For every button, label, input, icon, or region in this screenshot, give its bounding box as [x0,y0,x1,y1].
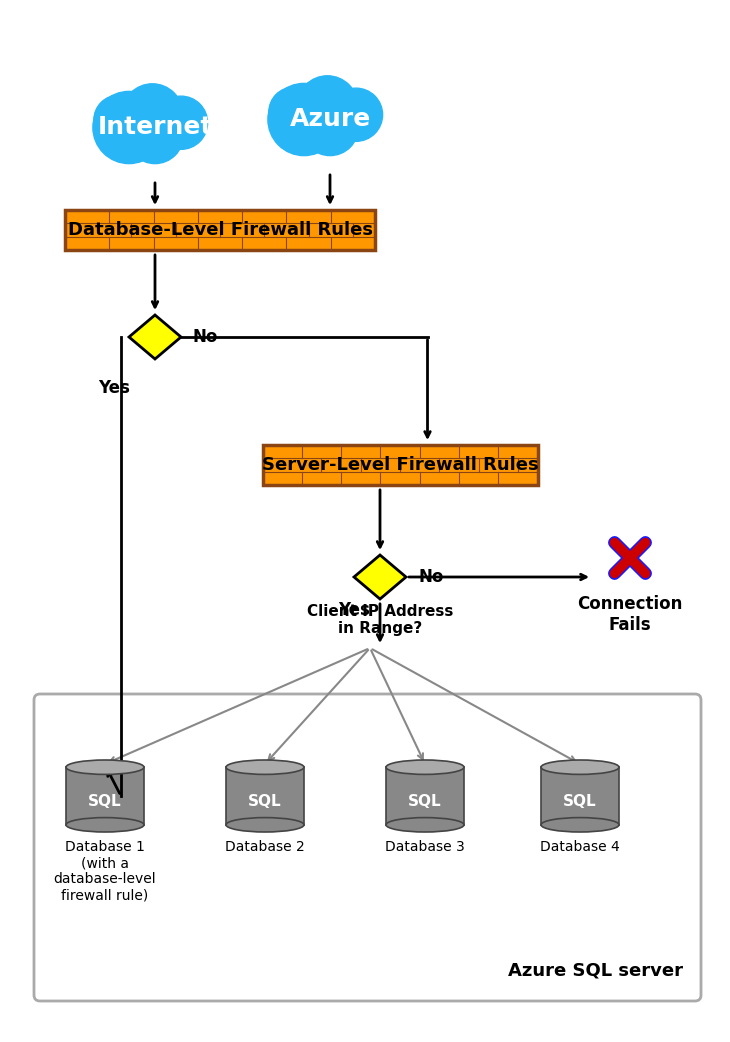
Circle shape [93,92,165,164]
Ellipse shape [386,760,464,774]
Text: Server-Level Firewall Rules: Server-Level Firewall Rules [261,456,538,474]
Bar [65,210,375,250]
Ellipse shape [541,818,619,832]
Text: Yes: Yes [98,379,130,397]
Ellipse shape [386,818,464,832]
Ellipse shape [541,760,619,774]
Bar [263,445,537,485]
Text: SQL: SQL [248,794,282,810]
Text: Connection
Fails: Connection Fails [577,595,683,634]
Circle shape [126,106,183,164]
Text: No: No [418,568,443,586]
Circle shape [329,89,383,142]
Circle shape [94,95,143,145]
Text: SQL: SQL [88,794,122,810]
Text: Database 2: Database 2 [225,840,305,854]
Ellipse shape [226,818,304,832]
Circle shape [269,88,318,137]
Text: No: No [193,328,218,346]
Text: Yes: Yes [338,601,370,619]
Circle shape [122,83,182,145]
Text: Azure: Azure [289,107,371,131]
FancyBboxPatch shape [34,694,701,1001]
Circle shape [301,99,358,155]
Text: Database-Level Firewall Rules: Database-Level Firewall Rules [67,221,372,239]
Text: Client IP Address
in Range?: Client IP Address in Range? [307,604,453,637]
Bar [226,767,304,825]
Circle shape [297,76,358,137]
Bar [541,767,619,825]
Ellipse shape [226,760,304,774]
Bar [386,767,464,825]
Text: Database 4: Database 4 [540,840,620,854]
Text: Internet: Internet [97,116,212,140]
Text: Azure SQL server: Azure SQL server [508,962,683,979]
Polygon shape [129,315,181,359]
Ellipse shape [66,760,144,774]
Ellipse shape [66,818,144,832]
Text: Database 3: Database 3 [385,840,465,854]
Text: SQL: SQL [563,794,597,810]
Circle shape [268,83,340,155]
Bar [66,767,144,825]
Text: Database 1
(with a
database-level
firewall rule): Database 1 (with a database-level firewa… [54,840,156,902]
Circle shape [155,96,207,149]
Polygon shape [354,555,406,599]
Text: SQL: SQL [408,794,442,810]
